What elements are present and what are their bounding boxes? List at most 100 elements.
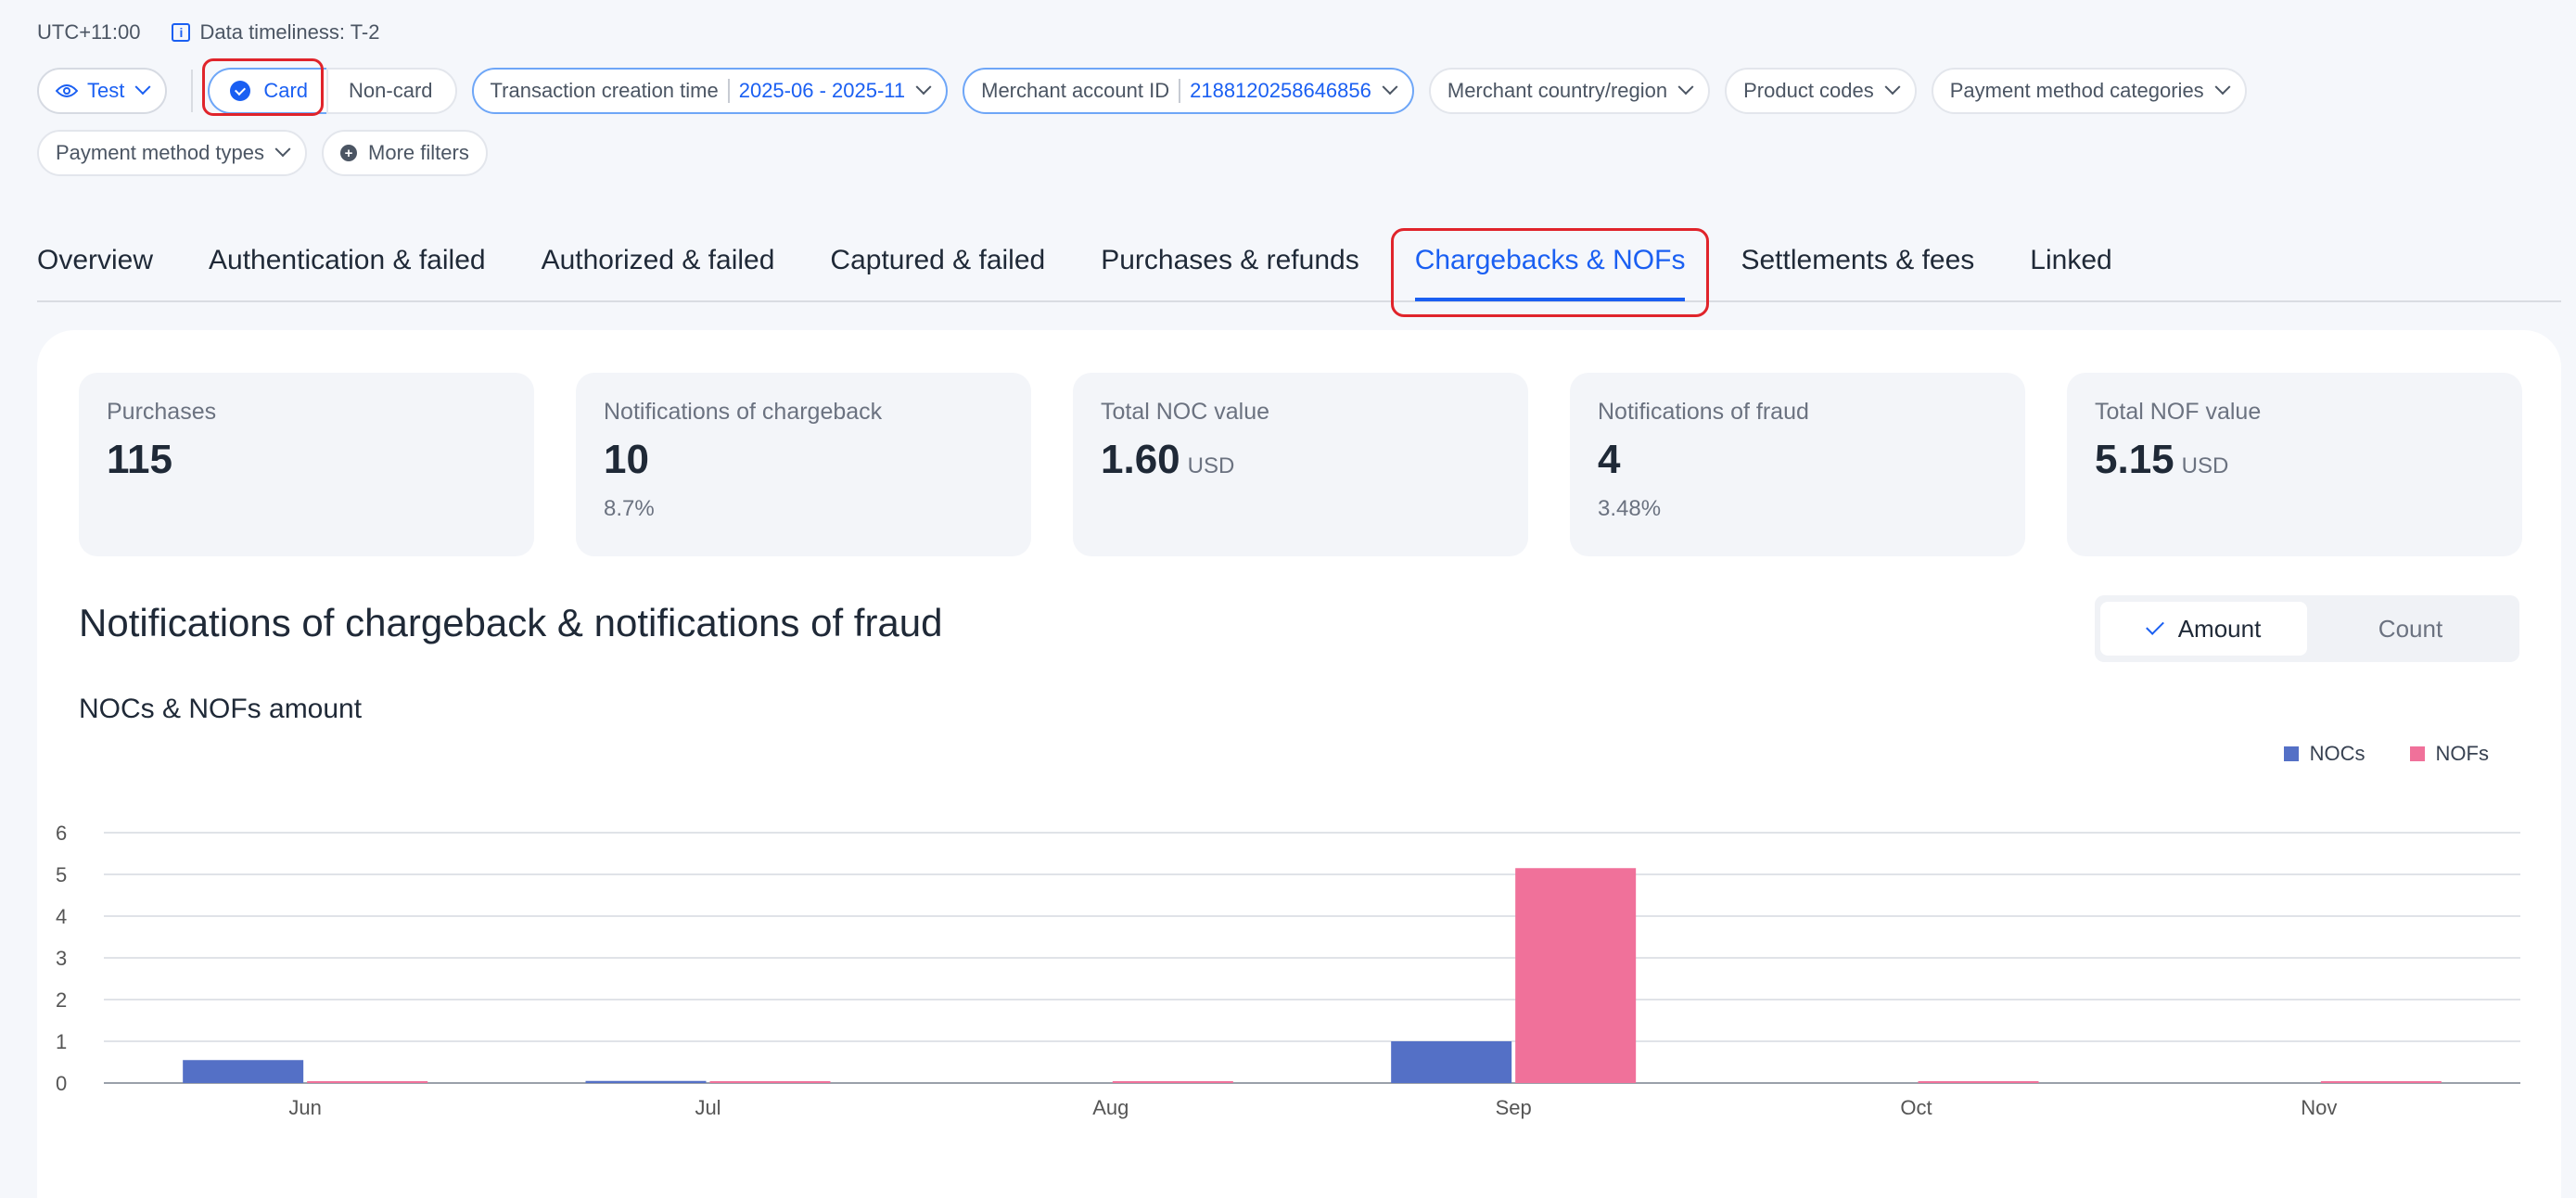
card-option-label: Card <box>263 79 309 102</box>
amount-label: Amount <box>2177 614 2262 643</box>
tab-linked[interactable]: Linked <box>2030 223 2111 300</box>
bar-nocs-jun[interactable] <box>183 1060 304 1083</box>
bar-nofs-nov[interactable] <box>2320 1081 2442 1083</box>
chart-title: NOCs & NOFs amount <box>79 694 363 724</box>
non-card-option[interactable]: Non-card <box>326 68 457 114</box>
y-tick-label: 3 <box>56 947 67 970</box>
tab-authentication[interactable]: Authentication & failed <box>209 223 486 300</box>
bar-nocs-sep[interactable] <box>1391 1041 1512 1083</box>
tab-purchases-refunds[interactable]: Purchases & refunds <box>1101 223 1358 300</box>
chart-legend: NOCs NOFs <box>2283 742 2489 766</box>
y-tick-label: 6 <box>56 822 67 845</box>
chevron-down-icon <box>915 79 932 96</box>
info-icon: i <box>172 23 191 42</box>
tab-overview[interactable]: Overview <box>37 223 153 300</box>
chevron-down-icon <box>1677 79 1694 96</box>
kpi-label: Notifications of chargeback <box>604 399 883 425</box>
chevron-down-icon <box>1382 79 1398 96</box>
x-tick-label: Sep <box>1496 1096 1532 1119</box>
card-option[interactable]: Card <box>202 58 327 116</box>
transaction-time-label: Transaction creation time <box>490 79 719 102</box>
legend-item-nofs[interactable]: NOFs <box>2409 742 2489 766</box>
x-tick-label: Oct <box>1900 1096 1932 1119</box>
kpi-value: 115 <box>107 437 172 482</box>
check-circle-icon <box>230 81 251 101</box>
separator <box>1179 79 1181 103</box>
legend-item-nocs[interactable]: NOCs <box>2283 742 2366 766</box>
merchant-account-value: 2188120258646856 <box>1190 79 1371 102</box>
kpi-total-noc-value: Total NOC value 1.60 USD <box>1073 373 1528 556</box>
payment-method-types-label: Payment method types <box>56 141 265 164</box>
tab-label: Settlements & fees <box>1741 245 1975 275</box>
tab-captured[interactable]: Captured & failed <box>830 223 1045 300</box>
x-tick-label: Jul <box>695 1096 721 1119</box>
tab-authorized[interactable]: Authorized & failed <box>542 223 775 300</box>
kpi-value: 1.60 <box>1101 437 1180 482</box>
separator <box>727 79 730 103</box>
chevron-down-icon <box>1884 79 1901 96</box>
kpi-row: Purchases 115 Notifications of chargebac… <box>79 373 2522 556</box>
merchant-account-filter[interactable]: Merchant account ID 2188120258646856 <box>963 68 1414 114</box>
y-tick-label: 5 <box>56 863 67 886</box>
chevron-down-icon <box>2214 79 2231 96</box>
transaction-time-value: 2025-06 - 2025-11 <box>738 79 906 102</box>
payment-method-categories-filter[interactable]: Payment method categories <box>1931 68 2247 114</box>
transaction-time-filter[interactable]: Transaction creation time 2025-06 - 2025… <box>471 68 949 114</box>
kpi-value: 4 <box>1598 437 1621 482</box>
x-tick-label: Jun <box>288 1096 321 1119</box>
y-tick-label: 0 <box>56 1072 67 1095</box>
product-codes-label: Product codes <box>1743 79 1874 102</box>
kpi-notifications-of-chargeback: Notifications of chargeback 10 8.7% <box>576 373 1031 556</box>
payment-method-categories-label: Payment method categories <box>1949 79 2204 102</box>
environment-label: Test <box>87 79 125 102</box>
tab-bar: Overview Authentication & failed Authori… <box>37 223 2561 317</box>
amount-button[interactable]: Amount <box>2100 602 2307 656</box>
filter-bar: Test Card Non-card Transaction creation … <box>37 58 2541 191</box>
y-tick-label: 1 <box>56 1030 67 1053</box>
chevron-down-icon <box>274 141 291 158</box>
amount-count-toggle: Amount Count <box>2095 595 2519 662</box>
kpi-notifications-of-fraud: Notifications of fraud 4 3.48% <box>1570 373 2025 556</box>
payment-method-types-filter[interactable]: Payment method types <box>37 130 308 176</box>
legend-label: NOFs <box>2435 742 2489 765</box>
tab-label: Chargebacks & NOFs <box>1414 245 1686 275</box>
eye-icon <box>56 84 78 97</box>
kpi-unit: USD <box>2181 453 2229 478</box>
tab-chargebacks-nofs[interactable]: Chargebacks & NOFs <box>1390 223 1710 317</box>
kpi-label: Total NOC value <box>1101 399 1270 425</box>
tab-label: Linked <box>2030 245 2112 275</box>
count-button[interactable]: Count <box>2307 602 2514 656</box>
bar-nofs-jul[interactable] <box>709 1081 831 1083</box>
plus-circle-icon: + <box>340 145 358 161</box>
environment-dropdown[interactable]: Test <box>37 68 168 114</box>
merchant-account-label: Merchant account ID <box>981 79 1170 102</box>
kpi-label: Notifications of fraud <box>1598 399 1809 425</box>
timeliness-label: Data timeliness: T-2 <box>199 20 380 44</box>
bar-nofs-sep[interactable] <box>1515 868 1637 1083</box>
tab-label: Overview <box>37 245 154 275</box>
merchant-country-label: Merchant country/region <box>1447 79 1668 102</box>
more-filters-label: More filters <box>368 141 469 164</box>
merchant-country-filter[interactable]: Merchant country/region <box>1428 68 1711 114</box>
kpi-total-nof-value: Total NOF value 5.15 USD <box>2067 373 2522 556</box>
product-codes-filter[interactable]: Product codes <box>1725 68 1917 114</box>
non-card-option-label: Non-card <box>349 79 433 102</box>
bar-nocs-jul[interactable] <box>585 1080 707 1083</box>
bar-nofs-aug[interactable] <box>1112 1081 1233 1083</box>
tab-settlements-fees[interactable]: Settlements & fees <box>1741 223 1974 300</box>
kpi-rate: 3.48% <box>1598 496 1662 521</box>
tab-label: Authorized & failed <box>541 245 775 275</box>
report-card: Purchases 115 Notifications of chargebac… <box>37 330 2561 1198</box>
tab-label: Captured & failed <box>830 245 1046 275</box>
bar-nofs-jun[interactable] <box>307 1081 428 1083</box>
kpi-value: 10 <box>604 437 649 482</box>
bar-chart: 0 1 2 3 4 5 6 Jun Jul Aug Sep Oct Nov <box>56 822 2520 1119</box>
more-filters-button[interactable]: + More filters <box>322 130 488 176</box>
kpi-rate: 8.7% <box>604 496 655 521</box>
card-type-toggle: Card Non-card <box>202 58 457 116</box>
bar-nofs-oct[interactable] <box>1918 1081 2039 1083</box>
legend-swatch <box>2283 746 2299 761</box>
chevron-down-icon <box>134 79 151 96</box>
tab-label: Authentication & failed <box>209 245 486 275</box>
